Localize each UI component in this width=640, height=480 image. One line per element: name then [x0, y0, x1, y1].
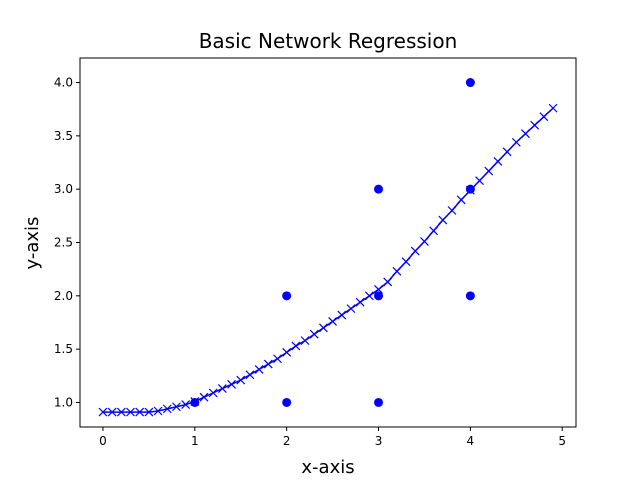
scatter-point — [374, 291, 384, 301]
regression-x-marker — [456, 195, 466, 205]
regression-x-marker — [273, 354, 282, 364]
regression-x-marker — [346, 304, 356, 314]
regression-x-marker — [484, 166, 494, 176]
regression-x-marker — [465, 185, 475, 195]
regression-x-marker — [107, 407, 117, 417]
regression-x-marker — [521, 129, 530, 139]
y-tick-label: 3.0 — [54, 182, 73, 196]
regression-x-marker — [144, 407, 154, 417]
x-tick-label: 3 — [375, 434, 383, 448]
scatter-point — [374, 184, 384, 194]
x-tick-label: 0 — [99, 434, 107, 448]
y-tick-label: 3.5 — [54, 129, 73, 143]
plot-marks — [98, 78, 558, 417]
scatter-point — [282, 397, 292, 407]
x-tick-label: 4 — [467, 434, 475, 448]
regression-x-marker — [318, 323, 328, 333]
regression-x-marker — [162, 404, 172, 414]
x-tick-label: 1 — [191, 434, 199, 448]
regression-x-marker — [502, 147, 512, 157]
regression-line — [102, 107, 554, 413]
regression-x-marker — [475, 176, 484, 186]
axis-ticks: 0 1 2 3 4 5 1.0 1.5 2.0 2.5 3.0 3.5 4.0 — [54, 76, 566, 448]
regression-x-marker — [355, 297, 365, 307]
regression-x-marker — [337, 310, 347, 320]
regression-x-marker — [116, 407, 126, 417]
y-tick-label: 2.0 — [54, 289, 73, 303]
scatter-point — [465, 78, 475, 88]
regression-x-marker — [245, 370, 255, 380]
regression-x-marker — [309, 329, 319, 339]
regression-x-marker — [217, 384, 227, 394]
regression-x-marker — [236, 375, 246, 385]
y-tick-label: 2.5 — [54, 236, 73, 250]
y-tick-label: 1.5 — [54, 342, 73, 356]
regression-x-marker — [539, 112, 549, 122]
regression-x-marker — [208, 388, 218, 398]
y-tick-label: 1.0 — [54, 395, 73, 409]
regression-x-marker — [447, 206, 457, 215]
regression-x-marker — [126, 407, 135, 417]
regression-x-marker — [153, 406, 163, 416]
regression-x-marker — [98, 407, 108, 417]
regression-x-marker — [254, 364, 264, 374]
regression-x-marker — [263, 359, 273, 369]
regression-x-marker — [300, 336, 310, 346]
regression-x-marker — [410, 246, 420, 256]
regression-x-marker — [181, 400, 191, 410]
regression-x-marker — [291, 341, 301, 351]
x-axis-label: x-axis — [301, 457, 354, 478]
regression-x-marker — [135, 407, 145, 417]
x-tick-label: 2 — [283, 434, 291, 448]
regression-x-marker — [548, 103, 558, 113]
regression-x-marker — [401, 257, 411, 267]
regression-x-marker — [429, 226, 439, 236]
regression-x-marker — [199, 392, 209, 402]
regression-x-marker — [392, 266, 402, 276]
regression-x-marker — [227, 379, 236, 389]
chart-title: Basic Network Regression — [199, 29, 458, 53]
y-axis-label: y-axis — [22, 217, 43, 270]
regression-x-marker — [530, 120, 540, 130]
regression-x-marker — [364, 291, 374, 301]
scatter-point — [374, 397, 384, 407]
regression-x-marker — [420, 237, 429, 246]
x-tick-label: 5 — [558, 434, 566, 448]
regression-x-marker — [328, 316, 338, 326]
regression-x-marker — [190, 396, 200, 406]
regression-x-marker — [511, 137, 521, 147]
scatter-point — [282, 291, 292, 301]
plot-frame — [79, 57, 577, 428]
regression-x-marker — [374, 285, 383, 294]
regression-x-marker — [383, 277, 393, 287]
regression-x-marker — [172, 402, 181, 412]
regression-x-marker — [282, 347, 292, 357]
regression-x-marker — [438, 215, 448, 225]
regression-x-marker — [493, 157, 503, 166]
scatter-point — [465, 291, 475, 301]
y-tick-label: 4.0 — [54, 76, 73, 90]
